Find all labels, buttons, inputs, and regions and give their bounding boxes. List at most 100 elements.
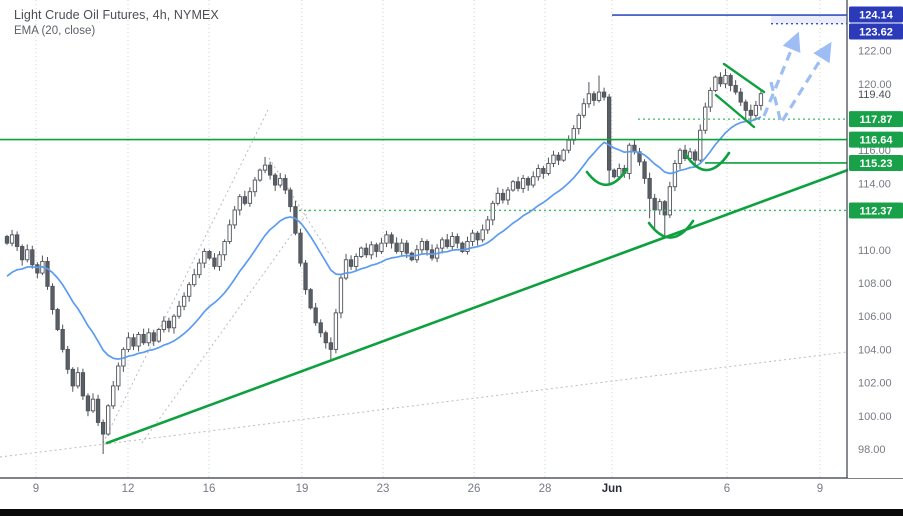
time-axis-label[interactable]: 9 <box>817 483 823 495</box>
candle-body <box>298 232 303 264</box>
candle-down <box>364 243 369 258</box>
gray-dashed-trendline[interactable] <box>268 157 331 256</box>
ema-path <box>6 116 762 360</box>
last-price-label[interactable]: 119.40 <box>858 89 891 101</box>
price-badge-rect[interactable] <box>849 202 903 219</box>
time-axis-label[interactable]: 9 <box>33 483 39 495</box>
candle-body <box>70 368 75 387</box>
price-badge-115.23[interactable]: 115.23 <box>849 154 903 171</box>
candle-up <box>480 224 485 243</box>
candle-body <box>323 332 328 344</box>
projection-arrows[interactable] <box>762 31 832 128</box>
price-badge-rect[interactable] <box>849 131 903 148</box>
candle-body <box>95 398 101 423</box>
trend-drawings[interactable] <box>105 62 858 445</box>
candle-body <box>136 334 141 347</box>
gray-dashed-trendlines[interactable] <box>0 109 848 458</box>
candle-down <box>445 233 450 249</box>
time-axis-label[interactable]: 16 <box>203 483 216 495</box>
price-badge-116.64[interactable]: 116.64 <box>849 131 903 148</box>
candle-down <box>642 159 647 184</box>
gray-dashed-trendline[interactable] <box>141 208 311 444</box>
price-axis-label[interactable]: 110.00 <box>858 245 891 257</box>
candle-body <box>156 329 161 342</box>
candle-down <box>394 237 399 254</box>
candle-body <box>111 385 116 407</box>
ascending-trendline[interactable] <box>105 165 858 445</box>
price-badge-123.62[interactable]: 123.62 <box>849 23 903 40</box>
time-axis-background[interactable] <box>0 479 903 509</box>
candle-body <box>35 264 40 274</box>
candle-body <box>495 192 500 204</box>
candle-body <box>404 242 409 254</box>
price-axis-label[interactable]: 104.00 <box>858 344 892 356</box>
candle-up <box>9 229 15 247</box>
candle-up <box>708 87 713 112</box>
time-axis-label[interactable]: Jun <box>602 483 622 495</box>
candle-down <box>526 176 531 191</box>
time-axis-label[interactable]: 23 <box>377 483 390 495</box>
price-badge-text: 112.37 <box>859 205 892 217</box>
time-axis-label[interactable]: 12 <box>122 483 135 495</box>
candle-up <box>470 229 475 246</box>
price-axis[interactable]: 122.00 120.00 116.00 114.00 110.00 108.00 106.… <box>846 0 903 478</box>
support-bounce-arc[interactable] <box>684 151 731 172</box>
price-badge-rect[interactable] <box>849 6 903 23</box>
gray-dashed-trendline[interactable] <box>102 109 269 444</box>
price-badge-text: 123.62 <box>859 27 893 39</box>
candle-body <box>520 177 526 189</box>
time-axis-label[interactable]: 6 <box>724 483 730 495</box>
price-badge-112.37[interactable]: 112.37 <box>849 202 903 219</box>
price-axis-label[interactable]: 114.00 <box>858 178 891 190</box>
price-axis-background[interactable] <box>848 0 903 478</box>
price-axis-label[interactable]: 100.00 <box>858 411 892 423</box>
gray-dashed-trendline[interactable] <box>0 351 848 458</box>
candle-up <box>713 75 718 93</box>
candle-up <box>111 381 116 409</box>
time-axis-label[interactable]: 28 <box>539 483 552 495</box>
candle-body <box>207 251 212 259</box>
candle-body <box>232 209 237 226</box>
candle-body <box>318 322 323 334</box>
bull-flag-line[interactable] <box>714 93 756 129</box>
resistance-band-fill <box>771 15 847 24</box>
time-axis-label[interactable]: 26 <box>468 483 481 495</box>
candle-up <box>465 236 470 255</box>
price-axis-label[interactable]: 106.00 <box>858 311 892 323</box>
candle-up <box>520 174 526 193</box>
support-bounce-arc[interactable] <box>585 167 629 187</box>
candle-body <box>455 236 460 244</box>
time-axis[interactable]: 9 12 16 19 23 26 28 Jun 6 9 <box>0 477 903 509</box>
price-axis-label[interactable]: 122.00 <box>858 46 892 58</box>
candle-down <box>65 345 70 374</box>
price-badge-rect[interactable] <box>849 111 903 128</box>
candle-body <box>612 169 617 178</box>
bull-flag-line[interactable] <box>722 62 766 94</box>
time-axis-label[interactable]: 19 <box>296 483 309 495</box>
candle-body <box>343 259 349 279</box>
candle-down <box>682 144 688 162</box>
price-axis-label[interactable]: 120.00 <box>858 79 892 91</box>
price-badge-rect[interactable] <box>849 154 903 171</box>
candle-body <box>647 177 652 199</box>
price-axis-label[interactable]: 102.00 <box>858 378 892 390</box>
candle-up <box>672 159 678 192</box>
price-axis-label[interactable]: 98.00 <box>858 444 886 456</box>
candle-up <box>146 328 151 347</box>
candle-body <box>333 312 339 350</box>
candle-body <box>100 421 106 435</box>
candle-up <box>176 300 182 319</box>
candle-body <box>374 244 379 252</box>
price-badge-rect[interactable] <box>849 23 903 40</box>
price-axis-label[interactable]: 108.00 <box>858 278 892 290</box>
candle-body <box>571 128 576 141</box>
candle-up <box>217 251 222 271</box>
horizontal-level-lines[interactable] <box>0 14 847 212</box>
support-bounce-arc[interactable] <box>647 219 695 239</box>
price-badge-117.87[interactable]: 117.87 <box>849 111 903 128</box>
candle-body <box>267 164 273 176</box>
candle-body <box>394 242 399 252</box>
price-badge-124.14[interactable]: 124.14 <box>849 6 903 23</box>
price-axis-label[interactable]: 116.00 <box>858 145 891 157</box>
